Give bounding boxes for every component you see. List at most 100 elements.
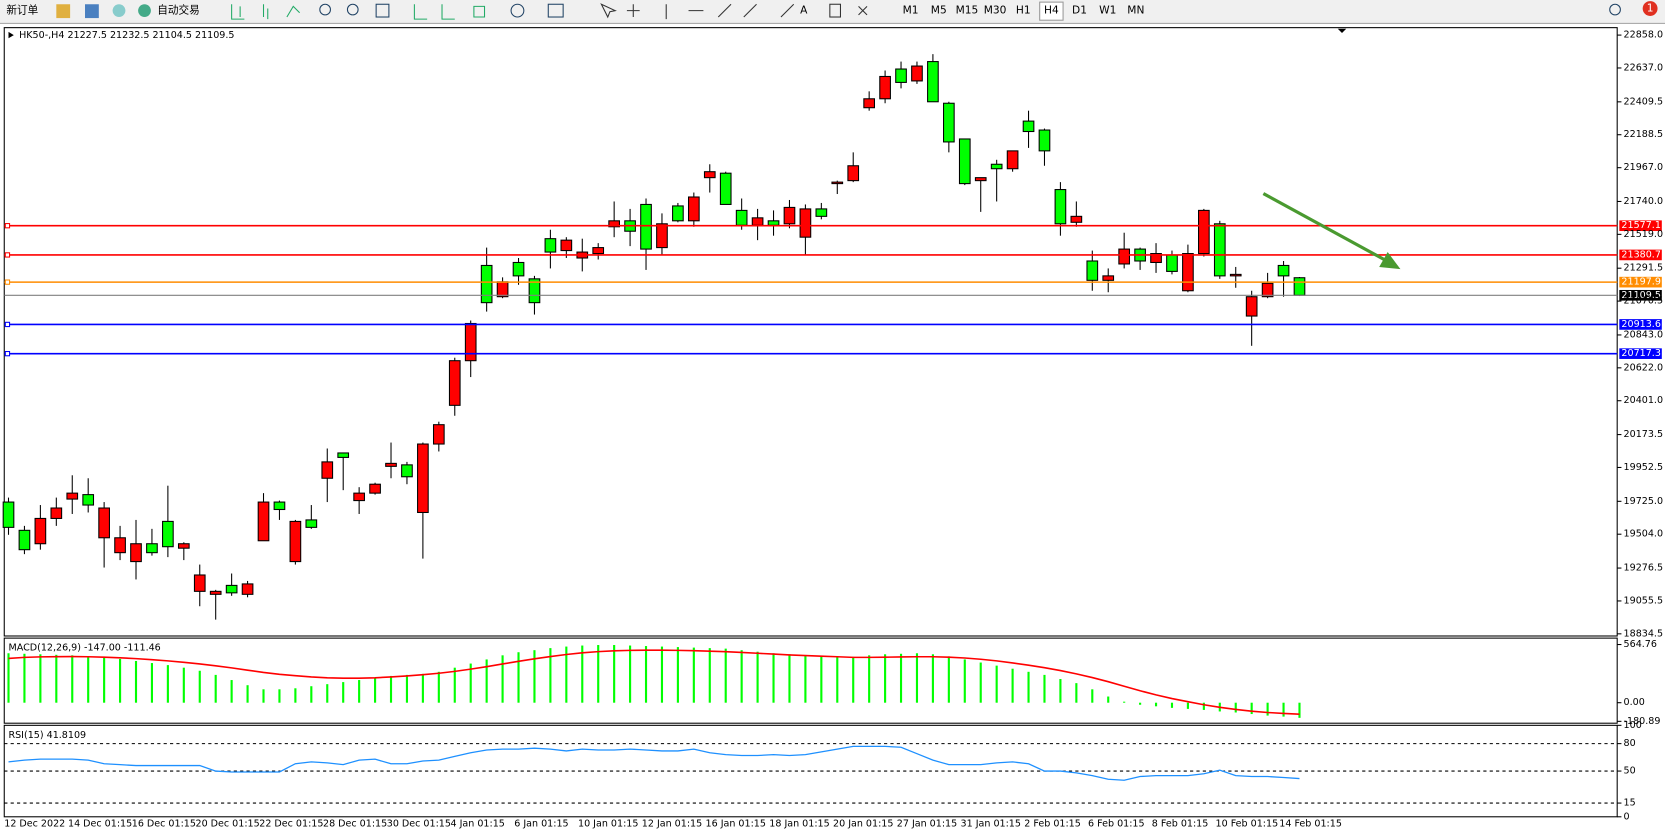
macd-bar — [549, 648, 552, 703]
level-label: 21197.9 — [1621, 277, 1660, 288]
macd-signal: -111.46 — [124, 642, 161, 653]
level-handle — [4, 223, 11, 229]
y-tick-label: 21740.0 — [1624, 196, 1663, 207]
candle-body — [369, 483, 381, 494]
macd-bar — [1027, 671, 1030, 703]
macd-bar — [119, 658, 122, 703]
arrow-head — [1379, 252, 1401, 270]
timeframe-button[interactable]: M5 — [931, 4, 947, 17]
macd-bar — [533, 650, 536, 703]
candle-body — [1213, 223, 1226, 277]
timeframe-button[interactable]: D1 — [1072, 4, 1087, 17]
zoom-in[interactable] — [319, 3, 331, 16]
x-tick-label: 16 Jan 01:15 — [706, 819, 766, 830]
candle-body — [385, 462, 397, 467]
candle-body — [879, 75, 891, 100]
candle-body — [162, 520, 174, 548]
macd-bar — [884, 654, 887, 703]
macd-bar — [947, 656, 950, 703]
timeframe-button[interactable]: H4 — [1044, 4, 1059, 17]
macd-bar — [915, 653, 919, 703]
templates[interactable] — [547, 3, 564, 18]
candle-body — [831, 181, 844, 185]
candle-body — [974, 177, 987, 182]
level-label: 20717.3 — [1621, 348, 1660, 359]
level-label-bg — [1619, 276, 1662, 288]
timeframe-button[interactable]: M15 — [956, 4, 979, 17]
candle-body — [82, 494, 95, 506]
macd-bar — [166, 665, 169, 703]
macd-bar — [214, 674, 217, 703]
trend-arrow — [1262, 192, 1393, 266]
header-marker — [8, 31, 14, 39]
candle-body — [1293, 277, 1306, 296]
chart-icons[interactable] — [413, 4, 486, 20]
drawing-tools[interactable] — [600, 3, 868, 20]
macd-bar — [581, 645, 584, 703]
timeframe-button[interactable]: M1 — [903, 4, 919, 17]
level-handle — [4, 252, 11, 258]
macd-bar — [485, 659, 488, 703]
macd-bar — [1011, 668, 1014, 703]
label-tool[interactable] — [829, 3, 842, 18]
y-tick-label: 19952.5 — [1624, 462, 1663, 473]
candle-body — [1022, 120, 1035, 133]
candle-body — [990, 163, 1003, 170]
symbol: HK50-,H4 — [19, 30, 64, 41]
icon[interactable] — [138, 4, 151, 18]
tile[interactable] — [375, 3, 390, 18]
macd-bar — [899, 653, 903, 703]
macd-bar — [804, 655, 807, 703]
timeframe-button[interactable]: MN — [1127, 4, 1144, 17]
search[interactable] — [1609, 3, 1621, 16]
macd-bar — [1075, 683, 1078, 703]
candle-body — [1198, 209, 1210, 255]
icon[interactable] — [112, 4, 126, 18]
periods[interactable] — [510, 3, 525, 18]
macd-bar — [724, 648, 727, 703]
macd-bar — [1091, 689, 1094, 703]
macd-bar — [7, 653, 10, 703]
candle-body — [895, 68, 907, 83]
chart-type-icons[interactable] — [231, 4, 301, 20]
y-tick-label: 20173.5 — [1624, 429, 1663, 440]
candle-body — [130, 543, 142, 563]
icon[interactable] — [56, 4, 71, 19]
macd-bar — [1107, 696, 1110, 703]
y-tick-label: 50 — [1624, 766, 1636, 777]
timeframe-button[interactable]: W1 — [1099, 4, 1116, 17]
x-tick-label: 20 Jan 01:15 — [833, 819, 893, 830]
macd-bar — [1170, 702, 1174, 708]
macd-bar — [87, 656, 90, 703]
text-tool[interactable]: A — [800, 4, 808, 17]
candle-body — [1261, 282, 1274, 298]
x-tick-label: 6 Jan 01:15 — [514, 819, 568, 830]
macd-title: MACD(12,26,9) — [9, 642, 81, 653]
y-tick-label: 15 — [1624, 798, 1636, 809]
macd-bar — [469, 663, 472, 703]
macd-bar — [182, 667, 185, 703]
candle-body — [1102, 275, 1115, 281]
icon[interactable] — [85, 4, 99, 19]
macd-bar — [644, 646, 648, 703]
macd-bar — [963, 659, 966, 703]
y-tick-label: 0.00 — [1624, 697, 1645, 708]
x-tick-label: 12 Dec 2022 — [4, 819, 65, 830]
macd-bar — [198, 670, 201, 703]
auto-trading-button[interactable]: 自动交易 — [157, 4, 199, 17]
candle-body — [241, 583, 254, 595]
x-tick-label: 16 Dec 01:15 — [132, 819, 196, 830]
candle-body — [496, 281, 509, 298]
candle-body — [911, 65, 923, 82]
alert-badge[interactable] — [1642, 1, 1658, 16]
candle-body — [273, 501, 286, 511]
timeframe-button[interactable]: H1 — [1016, 4, 1031, 17]
new-order-button[interactable]: 新订单 — [6, 4, 38, 17]
candle-body — [656, 223, 668, 249]
timeframe-button[interactable]: M30 — [984, 4, 1007, 17]
macd-bar — [71, 655, 74, 703]
zoom-out[interactable] — [346, 3, 359, 16]
candle-body — [305, 519, 318, 528]
x-tick-label: 8 Feb 01:15 — [1152, 819, 1209, 830]
x-tick-label: 14 Feb 01:15 — [1279, 819, 1342, 830]
